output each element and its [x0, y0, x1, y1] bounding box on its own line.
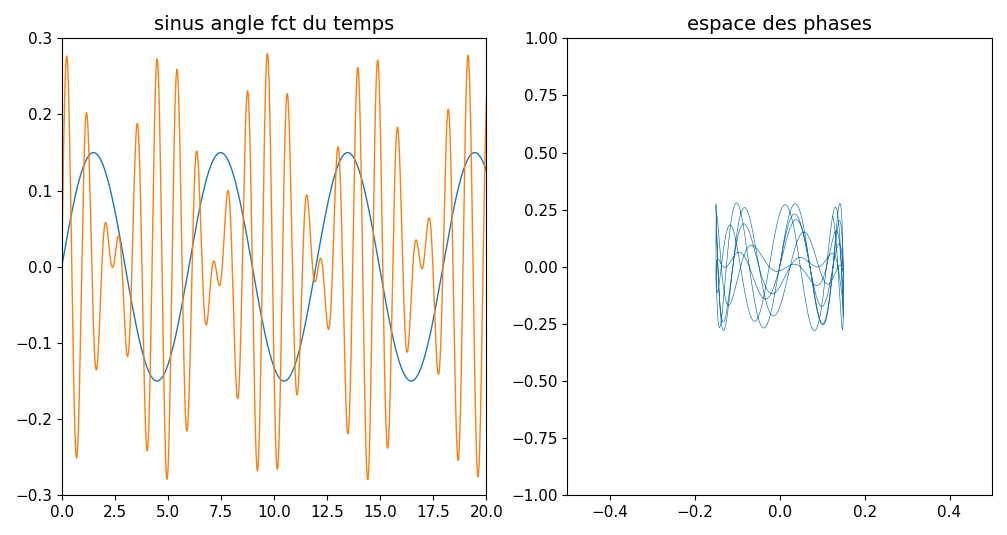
Title: sinus angle fct du temps: sinus angle fct du temps	[154, 15, 394, 34]
Title: espace des phases: espace des phases	[687, 15, 872, 34]
